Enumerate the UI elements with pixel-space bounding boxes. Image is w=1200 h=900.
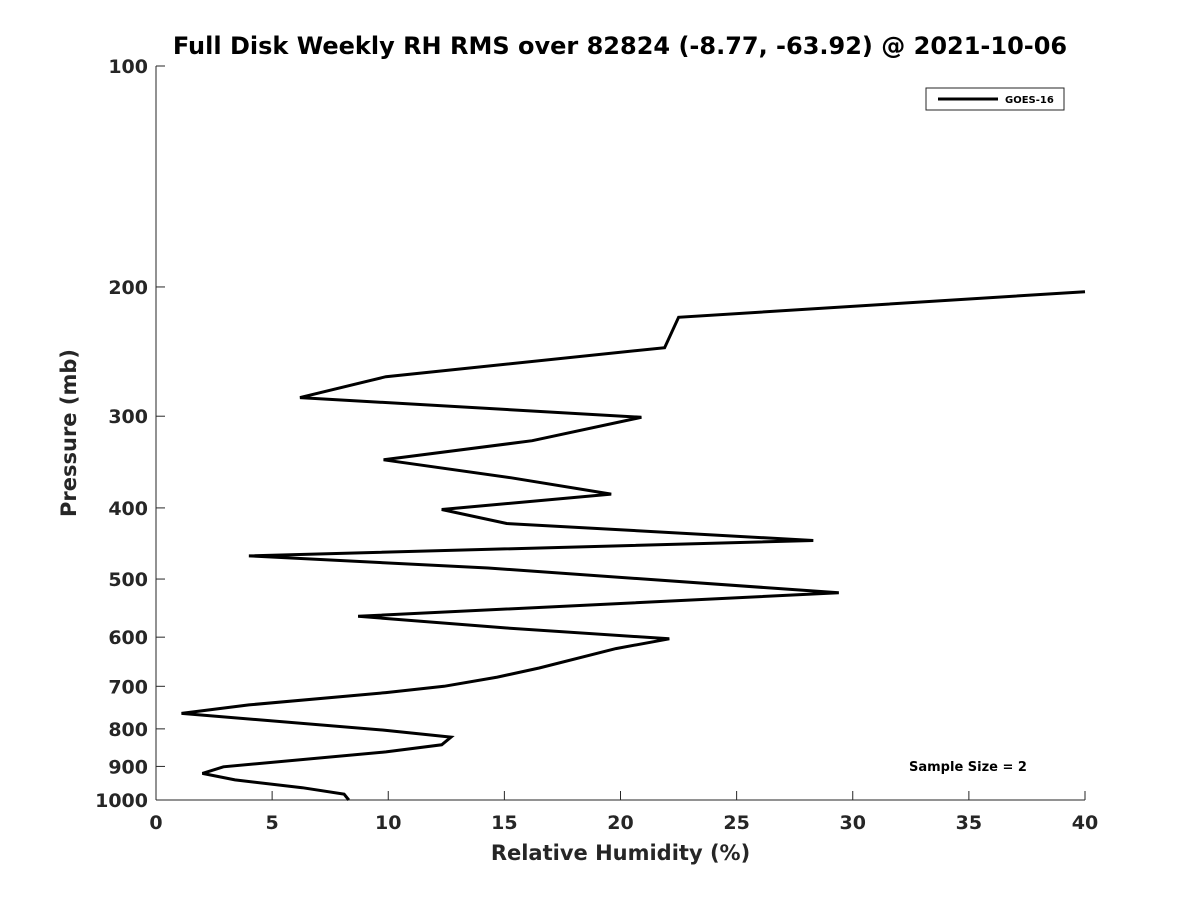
x-tick-label: 25 [723,812,749,834]
y-tick-label: 1000 [95,790,148,812]
sample-size-annotation: Sample Size = 2 [909,760,1027,775]
y-tick-label: 200 [108,277,148,299]
x-ticks: 0 5 10 15 20 25 30 35 40 [149,791,1098,834]
y-tick-label: 800 [108,719,148,741]
y-ticks: 100 200 300 400 500 600 700 800 900 1000 [95,56,165,812]
chart-title: Full Disk Weekly RH RMS over 82824 (-8.7… [173,32,1067,60]
x-tick-label: 20 [607,812,633,834]
y-axis-label: Pressure (mb) [57,349,81,517]
x-tick-label: 30 [840,812,866,834]
x-tick-label: 5 [266,812,279,834]
y-tick-label: 900 [108,756,148,778]
x-tick-label: 15 [491,812,517,834]
series-line-0 [181,290,1086,801]
y-tick-label: 100 [108,56,148,78]
y-tick-label: 500 [108,569,148,591]
legend-label: GOES-16 [1005,95,1054,106]
x-axis-label: Relative Humidity (%) [491,841,750,865]
x-tick-label: 0 [149,812,162,834]
y-tick-label: 600 [108,627,148,649]
series-layer [181,290,1086,801]
y-tick-label: 300 [108,406,148,428]
x-tick-label: 35 [956,812,982,834]
y-tick-label: 400 [108,498,148,520]
x-tick-label: 40 [1072,812,1098,834]
y-tick-label: 700 [108,676,148,698]
legend: GOES-16 [925,87,1065,111]
x-tick-label: 10 [375,812,401,834]
